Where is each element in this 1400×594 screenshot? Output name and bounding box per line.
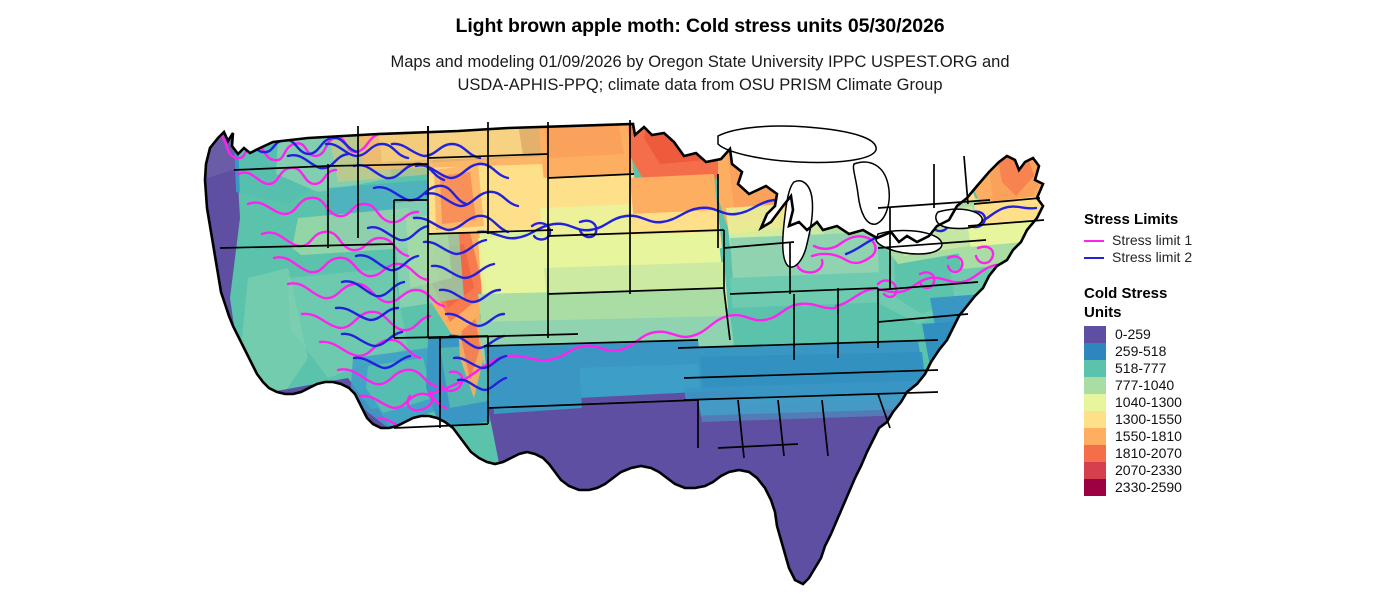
legend-class-label-6: 1550-1810 [1115, 428, 1182, 444]
choropleth-map [178, 108, 1068, 590]
legend-swatch-4 [1084, 394, 1106, 411]
legend-class-label-9: 2330-2590 [1115, 479, 1182, 495]
legend-swatch-1 [1084, 343, 1106, 360]
legend-class-0[interactable]: 0-259 [1084, 326, 1294, 343]
stress-limit-1-line-icon [1084, 239, 1104, 242]
legend-class-2[interactable]: 518-777 [1084, 360, 1294, 377]
us-map-svg [203, 120, 1045, 586]
legend-item-stress-limit-1[interactable]: Stress limit 1 [1084, 232, 1294, 249]
legend-swatch-0 [1084, 326, 1106, 343]
legend-swatch-6 [1084, 428, 1106, 445]
cold-stress-units-classes: 0-259 259-518 518-777 777-1040 1040-1300 [1084, 326, 1294, 496]
legend-class-7[interactable]: 1810-2070 [1084, 445, 1294, 462]
legend-item-stress-limit-2[interactable]: Stress limit 2 [1084, 249, 1294, 266]
legend-class-label-8: 2070-2330 [1115, 462, 1182, 478]
legend-swatch-8 [1084, 462, 1106, 479]
stress-limits-title: Stress Limits [1084, 211, 1179, 228]
cold-stress-units-title-line-2: Units [1084, 304, 1122, 321]
legend-class-1[interactable]: 259-518 [1084, 343, 1294, 360]
cold-stress-units-legend: Cold Stress Units 0-259 259-518 518-777 [1084, 284, 1294, 496]
legend-class-4[interactable]: 1040-1300 [1084, 394, 1294, 411]
cold-stress-units-title-line-1: Cold Stress [1084, 285, 1168, 302]
stress-limit-2-line-icon [1084, 256, 1104, 259]
legend-class-label-3: 777-1040 [1115, 377, 1175, 393]
title-block: Light brown apple moth: Cold stress unit… [0, 14, 1400, 97]
legend-class-label-0: 0-259 [1115, 326, 1151, 342]
legend-swatch-2 [1084, 360, 1106, 377]
stress-limit-2-label: Stress limit 2 [1112, 249, 1193, 265]
stress-limit-1-label: Stress limit 1 [1112, 232, 1193, 248]
legend-swatch-7 [1084, 445, 1106, 462]
legend-class-3[interactable]: 777-1040 [1084, 377, 1294, 394]
legend-class-label-1: 259-518 [1115, 343, 1167, 359]
legend-class-8[interactable]: 2070-2330 [1084, 462, 1294, 479]
legend-class-label-7: 1810-2070 [1115, 445, 1182, 461]
subtitle-line-2: USDA-APHIS-PPQ; climate data from OSU PR… [457, 76, 943, 94]
legend-class-5[interactable]: 1300-1550 [1084, 411, 1294, 428]
page-subtitle: Maps and modeling 01/09/2026 by Oregon S… [0, 51, 1400, 97]
map-legend: Stress Limits Stress limit 1 Stress limi… [1084, 210, 1294, 496]
subtitle-line-1: Maps and modeling 01/09/2026 by Oregon S… [390, 53, 1010, 71]
legend-class-label-4: 1040-1300 [1115, 394, 1182, 410]
cold-stress-units-title: Cold Stress Units [1084, 284, 1294, 322]
legend-swatch-9 [1084, 479, 1106, 496]
legend-class-label-2: 518-777 [1115, 360, 1167, 376]
stress-limits-list: Stress limit 1 Stress limit 2 [1084, 232, 1294, 266]
state-boundaries [219, 120, 1045, 459]
page-title: Light brown apple moth: Cold stress unit… [455, 15, 945, 37]
legend-class-label-5: 1300-1550 [1115, 411, 1182, 427]
legend-class-6[interactable]: 1550-1810 [1084, 428, 1294, 445]
legend-swatch-3 [1084, 377, 1106, 394]
stress-limit-1-contours [216, 130, 1024, 454]
legend-class-9[interactable]: 2330-2590 [1084, 479, 1294, 496]
legend-swatch-5 [1084, 411, 1106, 428]
